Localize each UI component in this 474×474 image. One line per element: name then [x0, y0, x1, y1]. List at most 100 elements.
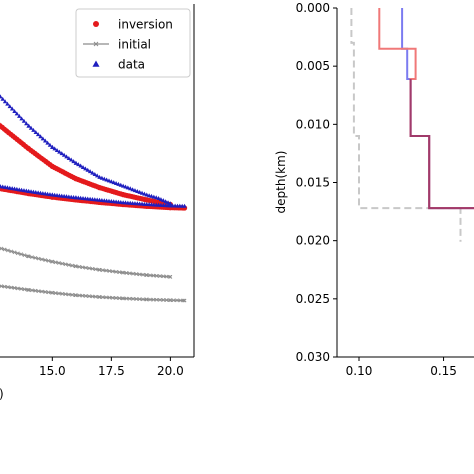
left-chart: 15.0 17.5 20.0 inversion initial data )	[0, 4, 195, 401]
initial-point	[0, 246, 4, 251]
initial-point	[36, 289, 41, 294]
data-point	[40, 136, 46, 141]
right-ytick-label: 0.000	[296, 1, 330, 15]
initial-point	[50, 259, 55, 264]
data-point	[21, 118, 27, 123]
data-point	[69, 157, 74, 162]
data-point	[17, 113, 22, 118]
data-point	[38, 134, 43, 139]
initial-point	[164, 274, 169, 279]
initial-point	[80, 265, 85, 270]
initial-point	[77, 293, 82, 298]
data-point	[94, 173, 100, 178]
data-point	[90, 170, 95, 175]
initial-point	[60, 261, 65, 266]
right-plot-area	[350, 8, 474, 242]
data-point	[161, 198, 166, 203]
initial-point	[114, 269, 118, 274]
data-point	[52, 146, 57, 151]
data-point	[85, 167, 90, 172]
initial-point	[2, 284, 7, 289]
initial-point	[161, 298, 166, 302]
data-point	[24, 121, 29, 126]
series-data-curve-2	[0, 184, 187, 208]
initial-point	[144, 297, 149, 302]
data-point	[128, 186, 133, 191]
initial-point	[182, 298, 187, 303]
initial-point	[97, 295, 102, 299]
initial-point	[70, 292, 75, 297]
initial-point	[12, 250, 17, 255]
initial-point	[36, 256, 41, 261]
initial-point	[158, 297, 162, 302]
data-point	[64, 154, 69, 159]
right-ytick-label: 0.015	[296, 176, 330, 190]
initial-point	[40, 289, 44, 294]
initial-point	[107, 295, 112, 300]
initial-point	[63, 262, 68, 267]
initial-point	[178, 298, 183, 303]
initial-point	[110, 269, 115, 274]
initial-line	[0, 285, 185, 302]
initial-point	[87, 294, 92, 299]
data-point	[132, 188, 138, 193]
initial-point	[137, 272, 142, 277]
initial-point	[87, 266, 92, 271]
initial-point	[53, 260, 58, 265]
data-point	[12, 108, 17, 113]
data-point	[0, 96, 5, 101]
data-point	[106, 178, 112, 183]
initial-point	[63, 292, 68, 297]
data-point	[45, 140, 50, 145]
initial-point	[22, 253, 27, 258]
data-point	[97, 174, 102, 179]
data-point	[78, 163, 83, 168]
initial-point	[168, 274, 173, 279]
data-point	[5, 101, 10, 106]
data-point	[14, 111, 20, 116]
data-point	[59, 151, 64, 156]
velocity-profile-4	[409, 79, 474, 210]
data-point	[35, 132, 41, 137]
initial-point	[127, 271, 132, 276]
initial-point	[175, 298, 179, 303]
initial-point	[131, 271, 135, 276]
data-point	[125, 185, 131, 190]
initial-point	[77, 264, 82, 269]
initial-point	[97, 267, 102, 272]
left-xtick-label: 15.0	[39, 364, 66, 378]
data-point	[83, 166, 88, 171]
initial-point	[151, 273, 156, 278]
legend-label: inversion	[118, 18, 173, 32]
initial-point	[93, 294, 98, 299]
data-point	[139, 190, 145, 195]
initial-point	[148, 297, 152, 302]
legend-label: data	[118, 58, 145, 72]
initial-point	[12, 286, 17, 290]
initial-point	[40, 257, 44, 262]
initial-point	[9, 249, 14, 254]
right-axes: 0.000 0.005 0.010 0.015 0.020 0.025 0.030 0.10 0…	[296, 1, 474, 378]
data-point	[76, 162, 81, 167]
initial-point	[26, 254, 31, 259]
legend-entry-data: data	[92, 58, 145, 72]
legend-box	[75, 8, 191, 78]
initial-point	[104, 268, 109, 273]
initial-point	[158, 274, 162, 279]
data-point	[87, 169, 93, 174]
velocity-profile-3	[378, 8, 474, 210]
data-point	[9, 106, 15, 111]
right-ylabel: depth(km)	[274, 151, 288, 214]
data-point	[73, 160, 79, 165]
initial-point	[154, 297, 159, 302]
initial-point	[19, 252, 24, 257]
initial-point	[33, 255, 38, 260]
initial-point	[70, 263, 75, 268]
initial-point	[164, 298, 169, 302]
legend-marker-circle	[93, 21, 99, 27]
initial-point	[0, 284, 4, 289]
data-point	[102, 176, 107, 181]
initial-point	[83, 265, 88, 270]
data-point	[137, 189, 142, 194]
